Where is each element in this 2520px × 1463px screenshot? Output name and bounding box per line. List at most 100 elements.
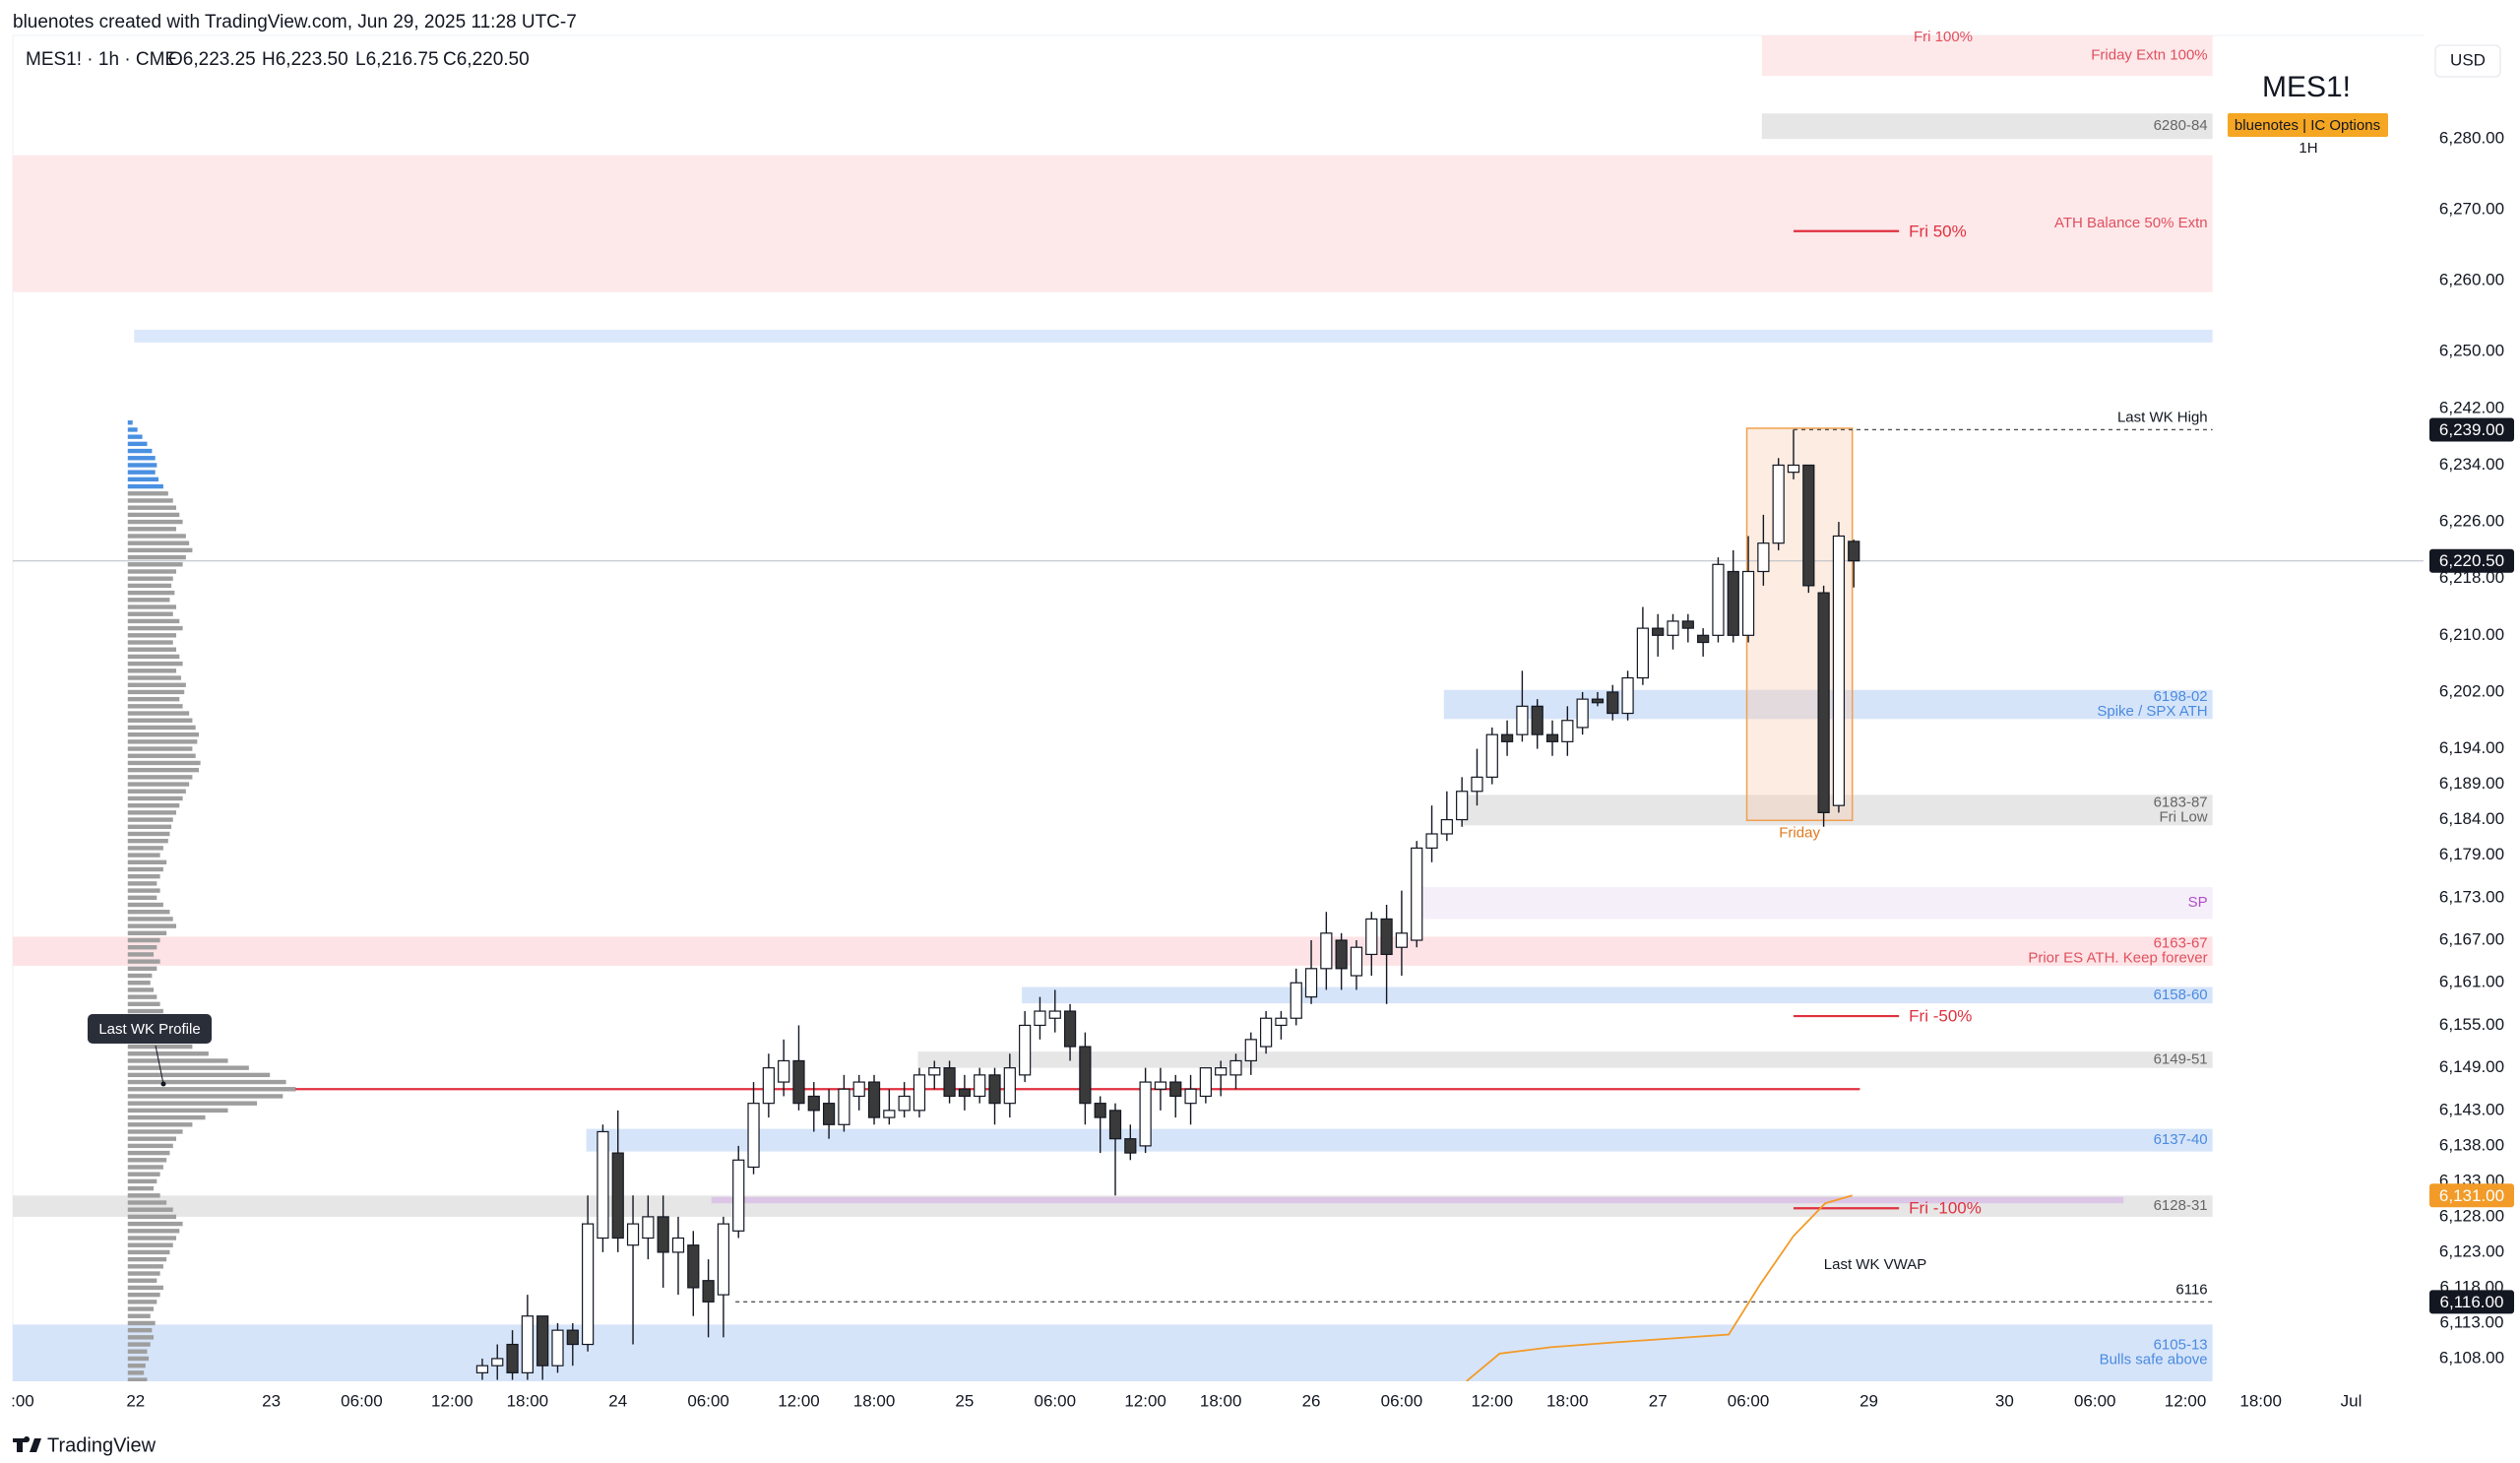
zone — [13, 1324, 2213, 1381]
profile-bar — [127, 1356, 150, 1362]
zone-label: 6137-40 — [2154, 1131, 2208, 1148]
candle-body — [1471, 776, 1483, 793]
y-tick-label: 6,280.00 — [2439, 129, 2504, 148]
candle-body — [1139, 1081, 1152, 1147]
y-tick-label: 6,143.00 — [2439, 1100, 2504, 1118]
profile-bar — [127, 491, 168, 496]
candle-body — [475, 1365, 489, 1373]
profile-bar — [127, 1306, 155, 1311]
currency-button[interactable] — [2434, 44, 2501, 78]
zone-label: 6105-13 — [2154, 1337, 2208, 1354]
tooltip-box — [88, 1014, 212, 1044]
candle-body — [974, 1074, 986, 1098]
zone-label: 6128-31 — [2154, 1197, 2208, 1214]
candle-body — [687, 1244, 700, 1289]
profile-bar — [127, 782, 190, 787]
y-tick-label: 6,123.00 — [2439, 1241, 2504, 1260]
profile-bar — [127, 569, 177, 574]
candle-body — [1757, 542, 1770, 573]
profile-bar — [127, 930, 167, 936]
price-badge — [2429, 1290, 2514, 1314]
profile-bar — [127, 711, 190, 716]
profile-bar — [127, 994, 158, 999]
y-tick-label: 6,179.00 — [2439, 845, 2504, 863]
profile-bar — [127, 853, 160, 858]
profile-bar — [127, 1165, 163, 1170]
candle-body — [1712, 563, 1725, 636]
profile-bar — [127, 1221, 183, 1227]
profile-bar — [127, 541, 190, 545]
candle-body — [1154, 1081, 1167, 1090]
profile-bar — [127, 1313, 151, 1318]
profile-bar — [127, 1001, 160, 1007]
profile-bar — [127, 1150, 170, 1156]
candle-body — [1411, 847, 1423, 941]
profile-bar — [127, 1256, 167, 1262]
profile-bar — [127, 888, 160, 893]
brand: TradingView — [47, 1434, 157, 1456]
candle-body — [1260, 1017, 1273, 1048]
y-tick-label: 6,161.00 — [2439, 973, 2504, 991]
profile-bar — [127, 448, 153, 454]
candle-body — [1440, 818, 1453, 835]
profile-bar — [127, 441, 148, 447]
overlay: Friday Extn 100% 6280-84 ATH Balance 50% E… — [88, 29, 2208, 1368]
x-tick-label: 24 — [608, 1391, 627, 1410]
profile-bar — [127, 1264, 163, 1269]
x-tick-label: 06:00 — [1381, 1391, 1423, 1410]
profile-bar — [127, 1108, 228, 1113]
candle-body — [732, 1159, 745, 1232]
profile-bar — [127, 1058, 228, 1063]
zone-label: Friday Extn 100% — [2091, 46, 2207, 63]
y-tick-label: 6,167.00 — [2439, 930, 2504, 949]
candle-body — [1380, 918, 1393, 956]
x-tick-label: 18:00 — [1546, 1391, 1589, 1410]
candle-body — [1545, 733, 1559, 742]
zones — [13, 35, 2213, 1381]
candle-body — [1169, 1081, 1182, 1098]
x-tick-label: 06:00 — [687, 1391, 729, 1410]
profile-bar — [127, 910, 170, 915]
profile-bar — [127, 795, 183, 801]
profile-bar — [127, 1094, 284, 1099]
profile-bar — [127, 463, 158, 468]
y-tick-label: 6,189.00 — [2439, 774, 2504, 793]
interval: 1H — [2299, 140, 2317, 157]
candle-body — [852, 1081, 865, 1098]
candle-body — [1817, 592, 1830, 813]
tooltip-anchor — [160, 1081, 166, 1087]
x-tick-label: 12:00 — [1124, 1391, 1166, 1410]
profile-bar — [127, 668, 177, 673]
profile-bar — [127, 1377, 148, 1381]
y-tick-label: 6,194.00 — [2439, 738, 2504, 757]
y-tick-label: 6,242.00 — [2439, 398, 2504, 416]
candle-body — [1290, 982, 1302, 1019]
level-label: 6116 — [2175, 1281, 2207, 1298]
profile-bar — [127, 1335, 155, 1340]
candle-body — [1500, 733, 1514, 742]
profile-bar — [127, 1236, 177, 1240]
x-tick-label: 12:00 — [2165, 1391, 2207, 1410]
profile-bar — [127, 739, 198, 744]
price-badge — [2429, 1183, 2514, 1208]
price-badge-label: 6,131.00 — [2439, 1186, 2504, 1205]
levels — [13, 229, 2424, 1381]
candle-body — [1652, 627, 1665, 636]
zone — [134, 329, 2213, 343]
profile-bar — [127, 881, 158, 886]
candle-body — [566, 1329, 579, 1346]
profile-bar — [127, 1249, 170, 1255]
candle-body — [943, 1067, 956, 1098]
currency[interactable]: USD — [2450, 50, 2486, 69]
candle-body — [1275, 1017, 1288, 1027]
profile-bar — [127, 618, 180, 624]
y-tick-label: 6,155.00 — [2439, 1015, 2504, 1034]
profile-bar — [127, 1320, 156, 1326]
zone-label: 6183-87 — [2154, 794, 2208, 810]
zone — [1761, 113, 2213, 140]
candle-body — [1019, 1024, 1032, 1076]
profile-bar — [127, 1327, 153, 1333]
ohlc-open: O6,223.25 — [168, 49, 256, 70]
profile-bar — [127, 1051, 209, 1056]
profile-bar — [127, 675, 181, 680]
